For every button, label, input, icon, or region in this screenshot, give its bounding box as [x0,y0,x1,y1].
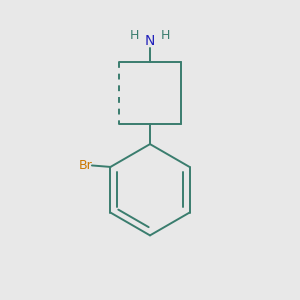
Text: H: H [130,29,140,42]
Text: N: N [145,34,155,48]
Text: Br: Br [79,159,92,172]
Text: H: H [160,29,170,42]
